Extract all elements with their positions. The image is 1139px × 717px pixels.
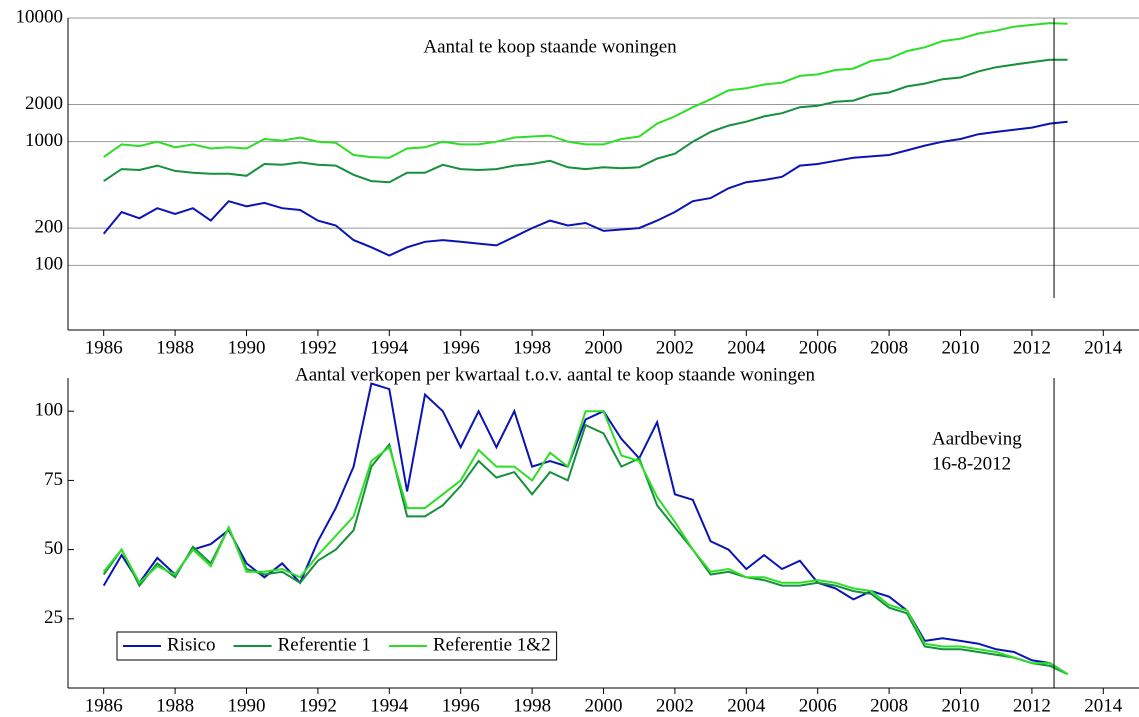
y-tick-label: 25	[44, 607, 63, 628]
y-tick-label: 2000	[25, 93, 63, 114]
legend-label: Risico	[167, 634, 216, 655]
x-tick-label: 2010	[942, 337, 980, 358]
chart-title: Aantal te koop staande woningen	[423, 36, 677, 57]
legend-label: Referentie 1&2	[433, 634, 551, 655]
series-line	[102, 410, 1069, 676]
series-line	[102, 423, 1069, 676]
x-tick-label: 2014	[1084, 695, 1123, 716]
annotation: 16-8-2012	[932, 453, 1011, 474]
x-tick-label: 1994	[370, 337, 409, 358]
x-tick-label: 2000	[585, 337, 623, 358]
x-tick-label: 1998	[513, 695, 551, 716]
x-tick-label: 2004	[727, 337, 766, 358]
x-tick-label: 1990	[228, 337, 266, 358]
legend-box	[116, 631, 558, 661]
series-line	[103, 58, 1068, 184]
x-tick-label: 2014	[1084, 337, 1123, 358]
x-tick-label: 2008	[870, 695, 908, 716]
x-tick-label: 2000	[585, 695, 623, 716]
x-tick-label: 1992	[299, 695, 337, 716]
y-tick-label: 10000	[16, 6, 64, 27]
x-tick-label: 1986	[85, 695, 123, 716]
x-tick-label: 2002	[656, 695, 694, 716]
y-tick-label: 1000	[25, 130, 63, 151]
x-tick-label: 2010	[942, 695, 980, 716]
x-tick-label: 1990	[228, 695, 266, 716]
x-tick-label: 1992	[299, 337, 337, 358]
legend: Risico Referentie 1 Referentie 1&2	[116, 631, 558, 661]
series-line	[103, 22, 1068, 159]
y-tick-label: 200	[35, 216, 64, 237]
x-tick-label: 2012	[1013, 695, 1051, 716]
x-tick-label: 1988	[156, 337, 194, 358]
x-tick-label: 1996	[442, 337, 480, 358]
legend-label: Referentie 1	[278, 634, 371, 655]
x-tick-label: 2012	[1013, 337, 1051, 358]
x-tick-label: 1994	[370, 695, 409, 716]
y-tick-label: 75	[44, 469, 63, 490]
x-tick-label: 2006	[799, 337, 837, 358]
series-line	[102, 120, 1068, 257]
x-tick-label: 1996	[442, 695, 480, 716]
x-tick-label: 2008	[870, 337, 908, 358]
x-tick-label: 2006	[799, 695, 837, 716]
x-tick-label: 2002	[656, 337, 694, 358]
x-tick-label: 1998	[513, 337, 551, 358]
y-tick-label: 100	[35, 400, 64, 421]
y-tick-label: 100	[35, 254, 64, 275]
x-tick-label: 1988	[156, 695, 194, 716]
x-tick-label: 2004	[727, 695, 766, 716]
x-tick-label: 1986	[85, 337, 123, 358]
y-tick-label: 50	[44, 538, 63, 559]
annotation: Aardbeving	[932, 428, 1022, 449]
chart-title: Aantal verkopen per kwartaal t.o.v. aant…	[295, 364, 816, 385]
